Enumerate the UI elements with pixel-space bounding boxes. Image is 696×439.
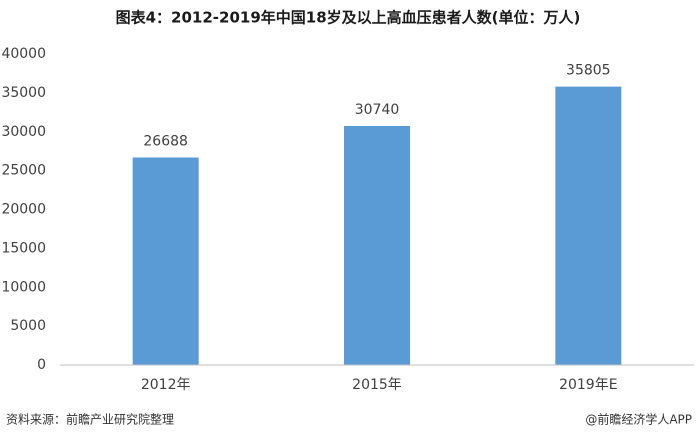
x-tick-label: 2012年 [141,377,191,393]
x-tick-label: 2015年 [352,377,402,393]
credit-note: @前瞻经济学人APP [585,412,692,427]
y-tick-label: 20000 [1,202,46,218]
y-tick-label: 25000 [1,163,46,179]
y-tick-label: 40000 [1,46,46,62]
bar [344,125,410,366]
data-label: 26688 [143,134,188,150]
data-label: 35805 [566,63,611,79]
y-tick-label: 10000 [1,279,46,295]
y-tick-label: 5000 [10,318,46,334]
source-note: 资料来源：前瞻产业研究院整理 [6,412,174,427]
bar [555,86,622,366]
bar [132,157,199,365]
data-label: 30740 [355,102,400,118]
y-tick-label: 35000 [1,85,46,101]
y-tick-label: 0 [37,357,46,373]
y-tick-label: 15000 [1,240,46,256]
y-tick-label: 30000 [1,124,46,140]
x-tick-label: 2019年E [559,377,617,393]
chart-title: 图表4：2012-2019年中国18岁及以上高血压患者人数(单位：万人) [116,9,581,27]
